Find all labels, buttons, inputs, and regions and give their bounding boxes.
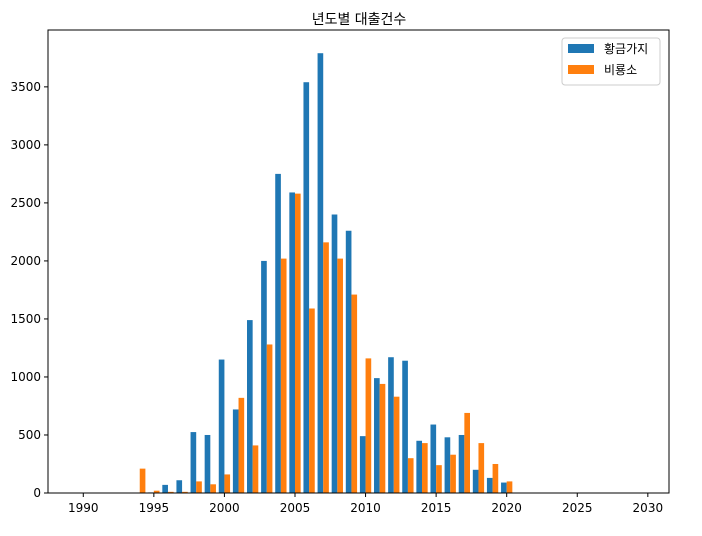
bar-series-2-2011 bbox=[379, 383, 386, 493]
bar-series-1-2002 bbox=[247, 320, 253, 493]
x-tick-label: 2020 bbox=[491, 501, 522, 515]
bar-series-2-2004 bbox=[280, 258, 287, 493]
bar-series-2-2018 bbox=[478, 443, 485, 493]
bar-series-1-2009 bbox=[345, 230, 352, 493]
bar-series-1-2019 bbox=[486, 477, 493, 493]
legend-label-series-1: 황금가지 bbox=[604, 42, 648, 56]
bar-series-1-2016 bbox=[444, 437, 451, 493]
bar-series-1-1997 bbox=[176, 480, 183, 493]
y-tick-label: 1000 bbox=[10, 370, 41, 384]
y-tick-label: 500 bbox=[18, 428, 41, 442]
bar-series-2-2013 bbox=[407, 458, 414, 493]
x-tick-label: 2025 bbox=[562, 501, 593, 515]
bar-series-1-2018 bbox=[472, 469, 479, 493]
bar-series-2-2001 bbox=[238, 397, 245, 493]
bar-series-1-2011 bbox=[374, 378, 380, 493]
bar-series-2-1994 bbox=[139, 468, 146, 493]
y-tick-label: 1500 bbox=[10, 312, 41, 326]
bar-series-2-1997 bbox=[182, 491, 188, 493]
bar-series-2-2000 bbox=[224, 474, 231, 493]
bar-series-1-2008 bbox=[331, 214, 338, 493]
bar-series-2-1996 bbox=[167, 491, 174, 493]
bar-series-1-2012 bbox=[388, 357, 394, 493]
bar-series-2-2009 bbox=[351, 294, 358, 493]
y-tick-label: 2500 bbox=[10, 196, 41, 210]
bar-series-1-2020 bbox=[501, 482, 507, 493]
bar-series-1-2003 bbox=[261, 260, 267, 493]
bar-series-1-2017 bbox=[458, 434, 465, 493]
bar-series-2-2014 bbox=[422, 443, 428, 493]
bar-series-2-1999 bbox=[210, 484, 216, 493]
x-tick-label: 2005 bbox=[280, 501, 311, 515]
bar-series-1-2006 bbox=[303, 82, 310, 493]
bar-series-2-2006 bbox=[309, 308, 315, 493]
bar-series-2-2010 bbox=[365, 358, 372, 493]
plot-area-frame bbox=[47, 29, 670, 494]
bar-series-1-1999 bbox=[204, 434, 211, 493]
chart-title: 년도별 대출건수 bbox=[312, 12, 407, 28]
bar-series-1-2014 bbox=[416, 440, 423, 493]
bar-series-1-2013 bbox=[402, 360, 408, 493]
bar-series-2-2005 bbox=[294, 193, 301, 493]
x-tick-label: 1990 bbox=[68, 501, 99, 515]
bar-series-2-2019 bbox=[492, 463, 499, 493]
bar-series-1-2000 bbox=[218, 359, 225, 493]
bar-series-2-2008 bbox=[337, 258, 343, 493]
x-axis: 1990 1995 2000 2005 2010 2015 2020 2025 2030 bbox=[68, 493, 663, 515]
legend-swatch-series-2 bbox=[568, 65, 594, 74]
bar-series-1-1998 bbox=[190, 432, 197, 493]
bar-series-2-2017 bbox=[464, 412, 470, 493]
bar-series-2-1995 bbox=[153, 490, 160, 493]
bar-series-2-2020 bbox=[506, 481, 513, 493]
x-tick-label: 2010 bbox=[350, 501, 381, 515]
bar-series-1-2005 bbox=[289, 192, 295, 493]
x-tick-label: 2000 bbox=[209, 501, 240, 515]
bar-series-1-1996 bbox=[162, 484, 168, 493]
bar-series-2-2002 bbox=[252, 445, 259, 493]
bar-series-2-2015 bbox=[436, 465, 442, 493]
bar-series-1-2010 bbox=[359, 436, 366, 493]
y-tick-label: 2000 bbox=[10, 254, 41, 268]
bar-series-2-2003 bbox=[266, 344, 273, 493]
legend: 황금가지 비룡소 bbox=[561, 37, 661, 86]
x-tick-label: 2030 bbox=[633, 501, 664, 515]
y-tick-label: 0 bbox=[33, 486, 41, 500]
bar-series-1-2007 bbox=[317, 53, 324, 494]
y-tick-label: 3500 bbox=[10, 80, 41, 94]
x-tick-label: 1995 bbox=[139, 501, 170, 515]
y-tick-label: 3000 bbox=[10, 138, 41, 152]
bar-series-1-2015 bbox=[430, 424, 437, 493]
bar-series-2-2007 bbox=[323, 242, 329, 493]
bar-series-1-2004 bbox=[275, 173, 281, 493]
legend-label-series-2: 비룡소 bbox=[604, 63, 637, 77]
bar-series-2-2016 bbox=[450, 454, 456, 493]
y-axis: 0 500 1000 1500 2000 2500 3000 3500 bbox=[10, 80, 48, 500]
bars-layer bbox=[139, 53, 513, 494]
x-tick-label: 2015 bbox=[421, 501, 452, 515]
legend-swatch-series-1 bbox=[568, 44, 594, 53]
bar-series-2-1998 bbox=[196, 481, 202, 493]
bar-series-2-2012 bbox=[393, 396, 400, 493]
bar-series-1-2001 bbox=[232, 409, 239, 493]
